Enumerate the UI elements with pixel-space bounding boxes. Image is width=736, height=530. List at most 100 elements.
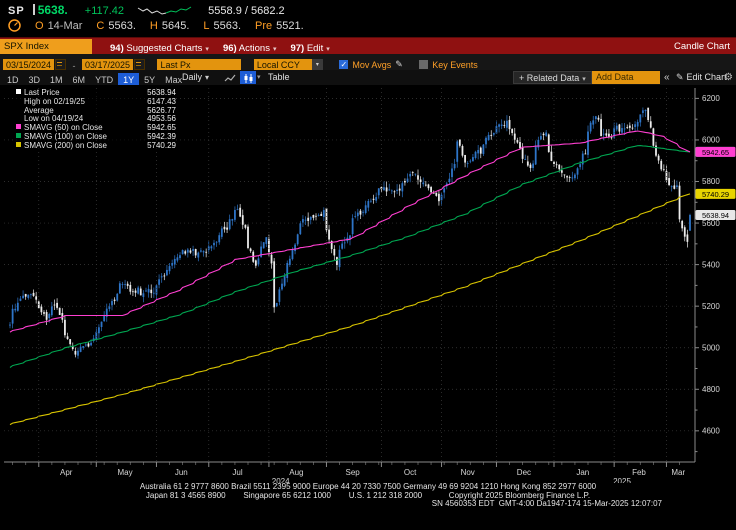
legend-value: 4953.56 bbox=[147, 114, 176, 124]
legend-label: High on 02/19/25 bbox=[24, 96, 85, 106]
edit-chart-button[interactable]: Edit Chart bbox=[676, 70, 727, 85]
svg-text:6200: 6200 bbox=[702, 94, 720, 103]
chart-settings-toolbar: 03/15/2024 - 03/17/2025 Last Px Local CC… bbox=[0, 54, 736, 71]
svg-text:4800: 4800 bbox=[702, 385, 720, 394]
price-chart[interactable]: Apr May Jun Jul Aug Sep Oct Nov Dec Jan Feb Mar 2024… bbox=[0, 85, 736, 486]
svg-text:Jan: Jan bbox=[576, 468, 589, 477]
range-buttons: 1D 3D 1M 6M YTD 1Y 5Y Max bbox=[2, 70, 187, 88]
mov-avgs-checkbox[interactable]: ✓ bbox=[339, 60, 349, 70]
svg-text:5200: 5200 bbox=[702, 302, 720, 311]
svg-text:6000: 6000 bbox=[702, 136, 720, 145]
range-button-1y[interactable]: 1Y bbox=[118, 73, 140, 88]
range-button-max[interactable]: Max bbox=[165, 75, 183, 85]
range-button-1d[interactable]: 1D bbox=[7, 75, 19, 85]
chevron-down-icon[interactable]: ▾ bbox=[311, 58, 323, 71]
date-from-field[interactable]: 03/15/2024 bbox=[3, 58, 55, 71]
related-data-button[interactable]: + Related Data bbox=[513, 71, 592, 84]
svg-text:May: May bbox=[118, 468, 133, 477]
legend-swatch bbox=[16, 115, 21, 120]
mov-avgs-label: Mov Avgs bbox=[352, 59, 392, 70]
function-menu-bar: SPX Index 94) Suggested Charts ▾ 96) Actio… bbox=[0, 37, 736, 55]
session-field-label: C bbox=[96, 20, 105, 32]
range-button-ytd[interactable]: YTD bbox=[95, 75, 114, 85]
calendar-icon[interactable] bbox=[55, 59, 67, 71]
svg-text:Aug: Aug bbox=[289, 468, 303, 477]
period-select[interactable]: Daily bbox=[182, 70, 209, 85]
legend-row: Low on 04/19/24 4953.56 bbox=[16, 115, 176, 124]
session-field-value: 5521. bbox=[276, 20, 304, 32]
svg-text:5800: 5800 bbox=[702, 177, 720, 186]
svg-text:Mar: Mar bbox=[671, 468, 685, 477]
settings-gear-icon[interactable] bbox=[724, 70, 733, 85]
quote-row-1: SP 5638. +117.42 5558.9 / 5682.2 bbox=[8, 3, 285, 17]
menu-items: 94) Suggested Charts ▾ 96) Actions ▾ 97) Edi… bbox=[96, 38, 330, 58]
legend-swatch bbox=[16, 98, 21, 103]
legend-row: Last Price 5638.94 bbox=[16, 88, 176, 98]
last-price: 5638. bbox=[37, 3, 68, 17]
chart-legend: Last Price 5638.94 High on 02/19/25 6147.43… bbox=[16, 88, 176, 151]
legend-value: 5626.77 bbox=[147, 105, 176, 115]
legend-row: High on 02/19/25 6147.43 bbox=[16, 96, 176, 107]
legend-label: SMAVG (50) on Close bbox=[24, 123, 103, 133]
chart-type-caret-icon[interactable]: ▾ bbox=[257, 74, 261, 81]
session-field-label: Pre bbox=[255, 20, 273, 32]
svg-text:Dec: Dec bbox=[517, 468, 531, 477]
svg-text:5600: 5600 bbox=[702, 219, 720, 228]
security-input[interactable]: SPX Index bbox=[0, 39, 92, 54]
range-button-5y[interactable]: 5Y bbox=[144, 75, 156, 85]
legend-swatch bbox=[16, 107, 21, 112]
terminal-footer: Australia 61 2 9777 8600 Brazil 5511 239… bbox=[0, 482, 736, 509]
line-chart-icon[interactable] bbox=[222, 71, 238, 84]
menu-item-actions[interactable]: 96) Actions ▾ bbox=[222, 43, 277, 54]
chart-type-title: Candle Chart bbox=[674, 41, 730, 52]
svg-text:Nov: Nov bbox=[461, 468, 475, 477]
svg-text:Apr: Apr bbox=[60, 468, 73, 477]
menu-item-suggested-charts[interactable]: 94) Suggested Charts ▾ bbox=[110, 43, 209, 54]
svg-text:2024: 2024 bbox=[272, 477, 290, 483]
currency-select[interactable]: Local CCY bbox=[253, 58, 312, 71]
svg-text:5000: 5000 bbox=[702, 343, 720, 352]
edit-mov-avgs-icon[interactable] bbox=[395, 59, 403, 69]
legend-row: Average 5626.77 bbox=[16, 105, 176, 116]
svg-text:Jul: Jul bbox=[232, 468, 242, 477]
calendar-icon[interactable] bbox=[134, 59, 145, 71]
chart-view-toolbar: 1D 3D 1M 6M YTD 1Y 5Y Max Daily ▾ Table + Relat… bbox=[0, 70, 736, 88]
svg-text:5400: 5400 bbox=[702, 260, 720, 269]
legend-value: 5740.29 bbox=[147, 140, 176, 150]
ticker-symbol: SP bbox=[8, 5, 25, 17]
range-button-6m[interactable]: 6M bbox=[72, 75, 86, 85]
delay-gauge-icon bbox=[8, 19, 21, 32]
session-field-value: 5563. bbox=[108, 20, 136, 32]
price-change: +117.42 bbox=[84, 5, 125, 17]
range-button-1m[interactable]: 1M bbox=[50, 75, 63, 85]
footer-copyright-line: Japan 81 3 4565 8900 Singapore 65 6212 1… bbox=[145, 490, 591, 500]
sparkline-icon bbox=[137, 6, 192, 15]
menu-item-edit[interactable]: 97) Edit ▾ bbox=[290, 43, 330, 54]
session-field-label: H bbox=[149, 20, 158, 32]
svg-text:Sep: Sep bbox=[345, 468, 360, 477]
key-events-checkbox[interactable] bbox=[419, 60, 429, 70]
legend-label: SMAVG (200) on Close bbox=[24, 140, 107, 150]
session-field-label: O bbox=[35, 20, 44, 32]
price-type-select[interactable]: Last Px bbox=[157, 58, 242, 71]
legend-swatch bbox=[16, 141, 21, 147]
quote-row-2: O 14-Mar C 5563. H 5645. L 5563. Pre 5521. bbox=[8, 19, 304, 32]
legend-row: SMAVG (200) on Close 5740.29 bbox=[16, 140, 176, 151]
bid-ask-range: 5558.9 / 5682.2 bbox=[208, 5, 285, 17]
legend-swatch bbox=[16, 89, 21, 94]
collapse-panel-button[interactable]: « bbox=[664, 72, 670, 83]
candle-chart-icon[interactable] bbox=[240, 71, 256, 84]
range-button-3d[interactable]: 3D bbox=[28, 75, 41, 85]
table-button[interactable]: Table bbox=[268, 72, 290, 82]
legend-value: 5638.94 bbox=[147, 88, 176, 97]
legend-row: SMAVG (50) on Close 5942.65 bbox=[16, 123, 176, 133]
legend-label: Low on 04/19/24 bbox=[24, 114, 84, 124]
date-to-field[interactable]: 03/17/2025 bbox=[81, 58, 133, 71]
legend-value: 5942.39 bbox=[147, 131, 176, 141]
session-field-label: L bbox=[203, 20, 210, 32]
svg-text:5740.29: 5740.29 bbox=[702, 190, 729, 199]
date-range-separator: - bbox=[72, 61, 76, 71]
add-data-input[interactable]: Add Data bbox=[592, 71, 660, 84]
svg-text:4600: 4600 bbox=[702, 427, 720, 436]
